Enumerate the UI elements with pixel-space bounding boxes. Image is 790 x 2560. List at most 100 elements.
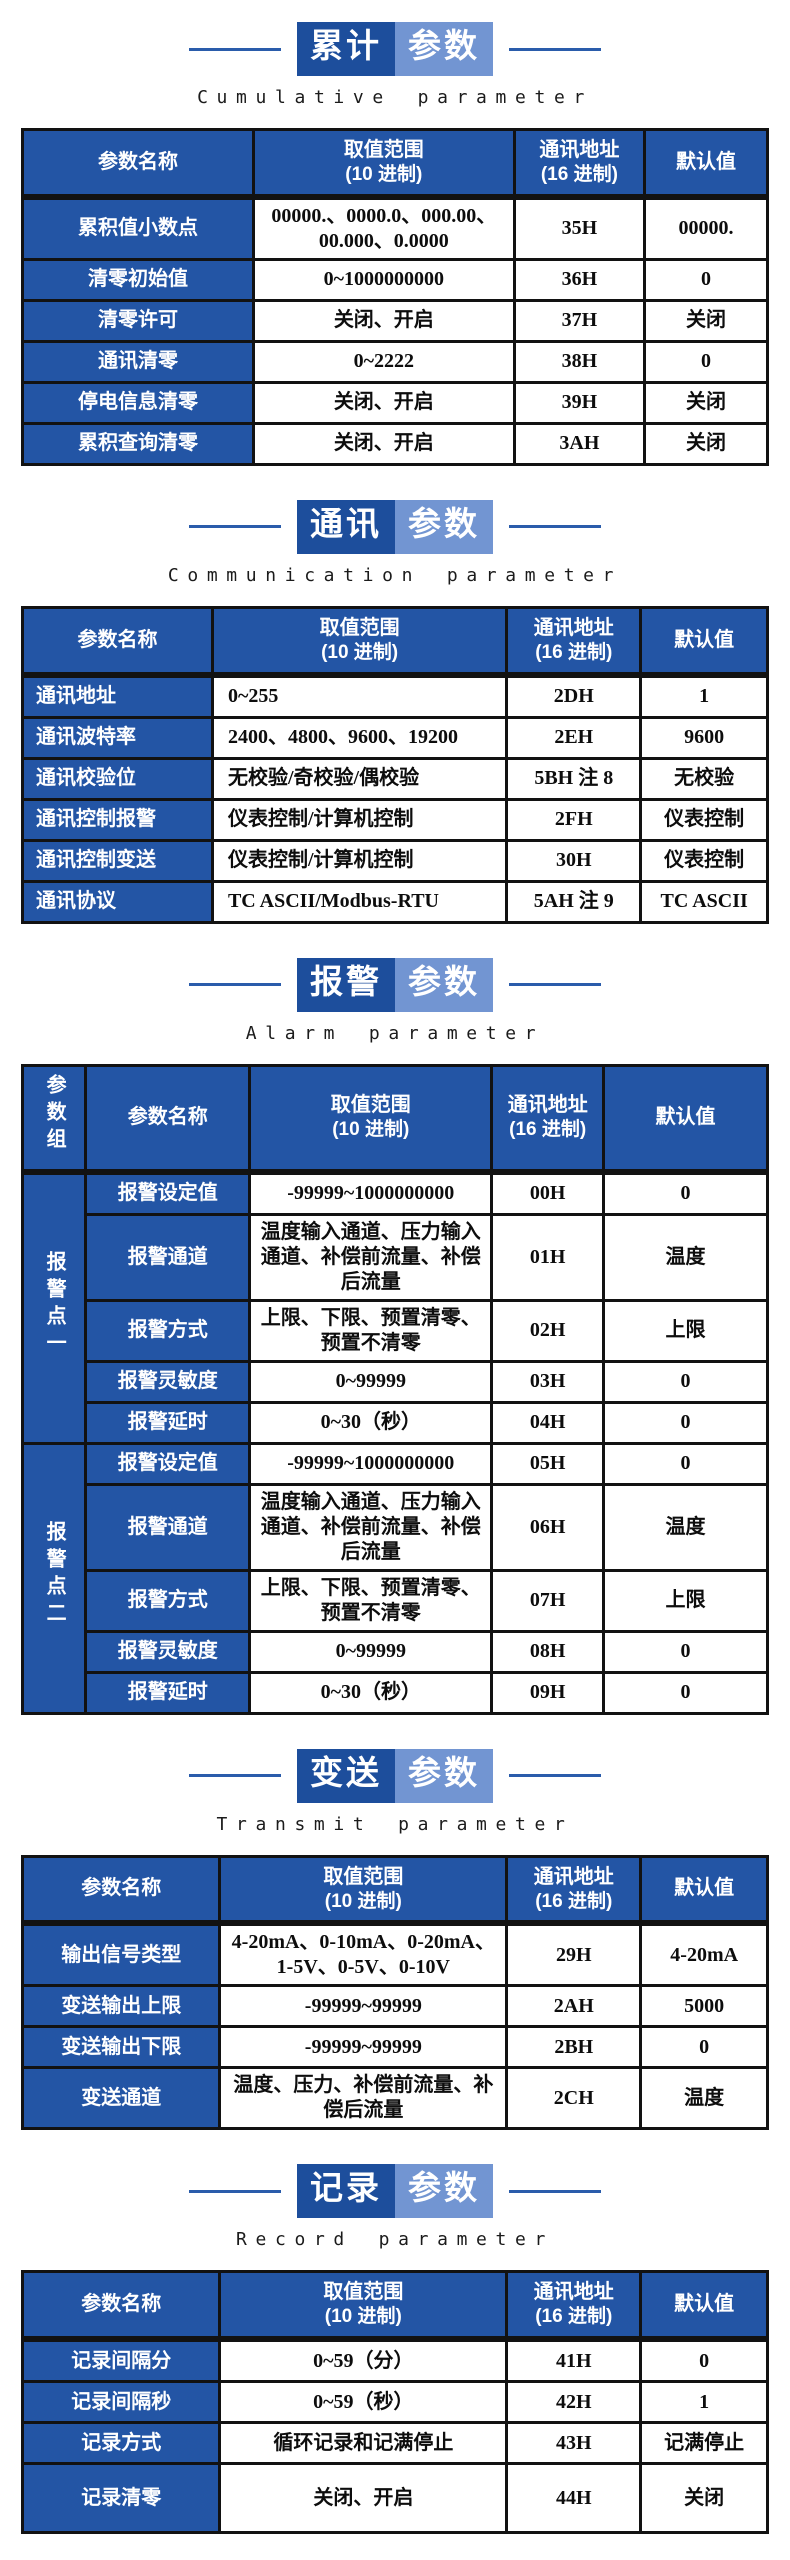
param-default: 5000	[639, 1984, 769, 2029]
param-name: 变送输出上限	[20, 1984, 222, 2029]
title-line-right	[509, 2189, 601, 2193]
param-name: 清零许可	[21, 298, 255, 343]
table-row: 通讯协议 TC ASCII/Modbus-RTU 5AH 注 9 TC ASCI…	[21, 879, 769, 924]
title-banner: 累计 参数	[297, 22, 493, 76]
col-header-name: 参数名称	[21, 605, 214, 678]
alarm-table: 参数组 参数名称 取值范围 (10 进制) 通讯地址 (16 进制) 默认值 报…	[20, 1063, 769, 1715]
table-row: 记录方式 循环记录和记满停止 43H 记满停止	[20, 2421, 769, 2465]
communication-title: 通讯 参数	[0, 499, 790, 554]
col-header-range: 取值范围 (10 进制)	[251, 127, 516, 200]
param-default: 无校验	[639, 756, 769, 801]
title-secondary: 参数	[395, 2164, 493, 2219]
alarm-title: 报警 参数	[0, 957, 790, 1012]
title-line-right	[509, 47, 601, 51]
param-address: 2FH	[505, 797, 643, 842]
title-line-left	[189, 525, 281, 529]
col-header-range: 取值范围 (10 进制)	[218, 2270, 509, 2343]
param-range: 上限、下限、预置清零、预置不清零	[248, 1298, 494, 1363]
col-header-range-title: 取值范围	[330, 1094, 411, 1117]
table-row: 变送通道 温度、压力、补偿前流量、补偿后流量 2CH 温度	[20, 2066, 769, 2131]
param-default: 0	[602, 1170, 769, 1216]
param-range: 关闭、开启	[251, 298, 516, 343]
param-name: 报警灵敏度	[84, 1629, 252, 1674]
section-alarm: 报警 参数 Alarm parameter 参数组 参数名称 取值范围 (10 …	[0, 957, 790, 1715]
param-address: 04H	[490, 1400, 606, 1445]
param-range: 0~59（秒）	[218, 2380, 509, 2424]
param-default: 0	[602, 1670, 769, 1715]
param-address: 42H	[505, 2380, 643, 2424]
col-header-address-title: 通讯地址	[539, 139, 620, 161]
param-address: 36H	[512, 257, 647, 302]
param-range: 仪表控制/计算机控制	[210, 838, 509, 883]
title-banner: 变送 参数	[297, 1748, 493, 1803]
param-range: 0~2222	[251, 339, 516, 384]
param-name: 变送输出下限	[20, 2025, 222, 2070]
param-address: 5BH 注 8	[505, 756, 643, 801]
param-range: 0~99999	[248, 1359, 494, 1404]
title-secondary: 参数	[395, 1748, 493, 1803]
table-row: 报警灵敏度 0~99999 08H 0	[23, 1629, 769, 1674]
col-header-address-title: 通讯地址	[507, 1094, 588, 1117]
param-name: 通讯清零	[21, 339, 255, 384]
title-banner: 报警 参数	[297, 957, 493, 1012]
param-default: 温度	[639, 2066, 769, 2131]
table-row: 报警点二 报警设定值 -99999~1000000000 05H 0	[20, 1441, 769, 1715]
col-header-group: 参数组	[20, 1063, 88, 1175]
header-row: 参数组 参数名称 取值范围 (10 进制) 通讯地址 (16 进制) 默认值	[20, 1063, 769, 1175]
param-range: -99999~1000000000	[248, 1441, 494, 1486]
title-line-left	[189, 1774, 281, 1777]
col-header-group-label: 参数组	[43, 1073, 66, 1155]
param-name: 累积值小数点	[21, 195, 255, 261]
param-address: 37H	[512, 298, 647, 343]
cumulative-table: 参数名称 取值范围 (10 进制) 通讯地址 (16 进制) 默认值 累积值小数…	[21, 127, 769, 466]
record-table: 参数名称 取值范围 (10 进制) 通讯地址 (16 进制) 默认值 记录间隔分…	[20, 2270, 769, 2534]
title-secondary: 参数	[395, 499, 493, 554]
param-default: 上限	[602, 1568, 769, 1633]
col-header-address-sub: (16 进制)	[535, 1890, 613, 1912]
param-default: 1	[639, 2380, 769, 2424]
col-header-range-sub: (10 进制)	[332, 1119, 410, 1141]
param-address: 30H	[505, 838, 643, 883]
title-primary: 通讯	[297, 499, 395, 554]
table-row: 通讯波特率 2400、4800、9600、19200 2EH 9600	[21, 715, 769, 760]
param-name: 报警方式	[84, 1298, 252, 1363]
param-range: 0~255	[210, 673, 509, 719]
param-default: 温度	[602, 1212, 769, 1302]
param-name: 输出信号类型	[20, 1921, 222, 1988]
param-default: 关闭	[639, 2462, 769, 2534]
title-line-left	[189, 983, 281, 986]
col-header-address-sub: (16 进制)	[540, 164, 618, 185]
col-header-range: 取值范围 (10 进制)	[210, 605, 509, 678]
param-name: 通讯控制变送	[21, 838, 214, 883]
param-name: 报警设定值	[84, 1170, 252, 1216]
col-header-address-sub: (16 进制)	[509, 1119, 587, 1141]
communication-subtitle-en: Communication parameter	[167, 564, 623, 586]
table-row: 通讯地址 0~255 2DH 1	[21, 673, 769, 719]
param-range: 0~59（分）	[218, 2337, 509, 2383]
param-range: 00000.、0000.0、000.00、00.000、0.0000	[251, 195, 516, 261]
alarm-group-1-label: 报警点一	[43, 1251, 66, 1359]
param-default: 1	[639, 673, 769, 719]
col-header-address: 通讯地址 (16 进制)	[512, 127, 647, 200]
param-default: 0	[602, 1359, 769, 1404]
title-line-right	[509, 983, 601, 986]
table-row: 报警点一 报警设定值 -99999~1000000000 00H 0	[20, 1170, 769, 1445]
transmit-subtitle-en: Transmit parameter	[216, 1813, 574, 1835]
param-name: 通讯地址	[21, 673, 214, 719]
param-address: 02H	[490, 1298, 606, 1363]
table-row: 报警延时 0~30（秒） 09H 0	[23, 1670, 769, 1715]
param-default: 仪表控制	[639, 797, 769, 842]
param-default: 记满停止	[639, 2421, 769, 2465]
title-banner: 通讯 参数	[297, 499, 493, 554]
header-row: 参数名称 取值范围 (10 进制) 通讯地址 (16 进制) 默认值	[20, 2270, 769, 2343]
section-transmit: 变送 参数 Transmit parameter 参数名称 取值范围 (10 进…	[0, 1748, 790, 2131]
param-range: TC ASCII/Modbus-RTU	[210, 879, 509, 924]
title-primary: 累计	[297, 22, 395, 76]
param-address: 00H	[490, 1170, 606, 1216]
table-row: 通讯控制报警 仪表控制/计算机控制 2FH 仪表控制	[21, 797, 769, 842]
param-address: 41H	[505, 2337, 643, 2383]
param-default: 0	[602, 1441, 769, 1486]
title-line-right	[509, 1774, 601, 1777]
title-line-right	[509, 525, 601, 529]
param-address: 44H	[505, 2462, 643, 2534]
